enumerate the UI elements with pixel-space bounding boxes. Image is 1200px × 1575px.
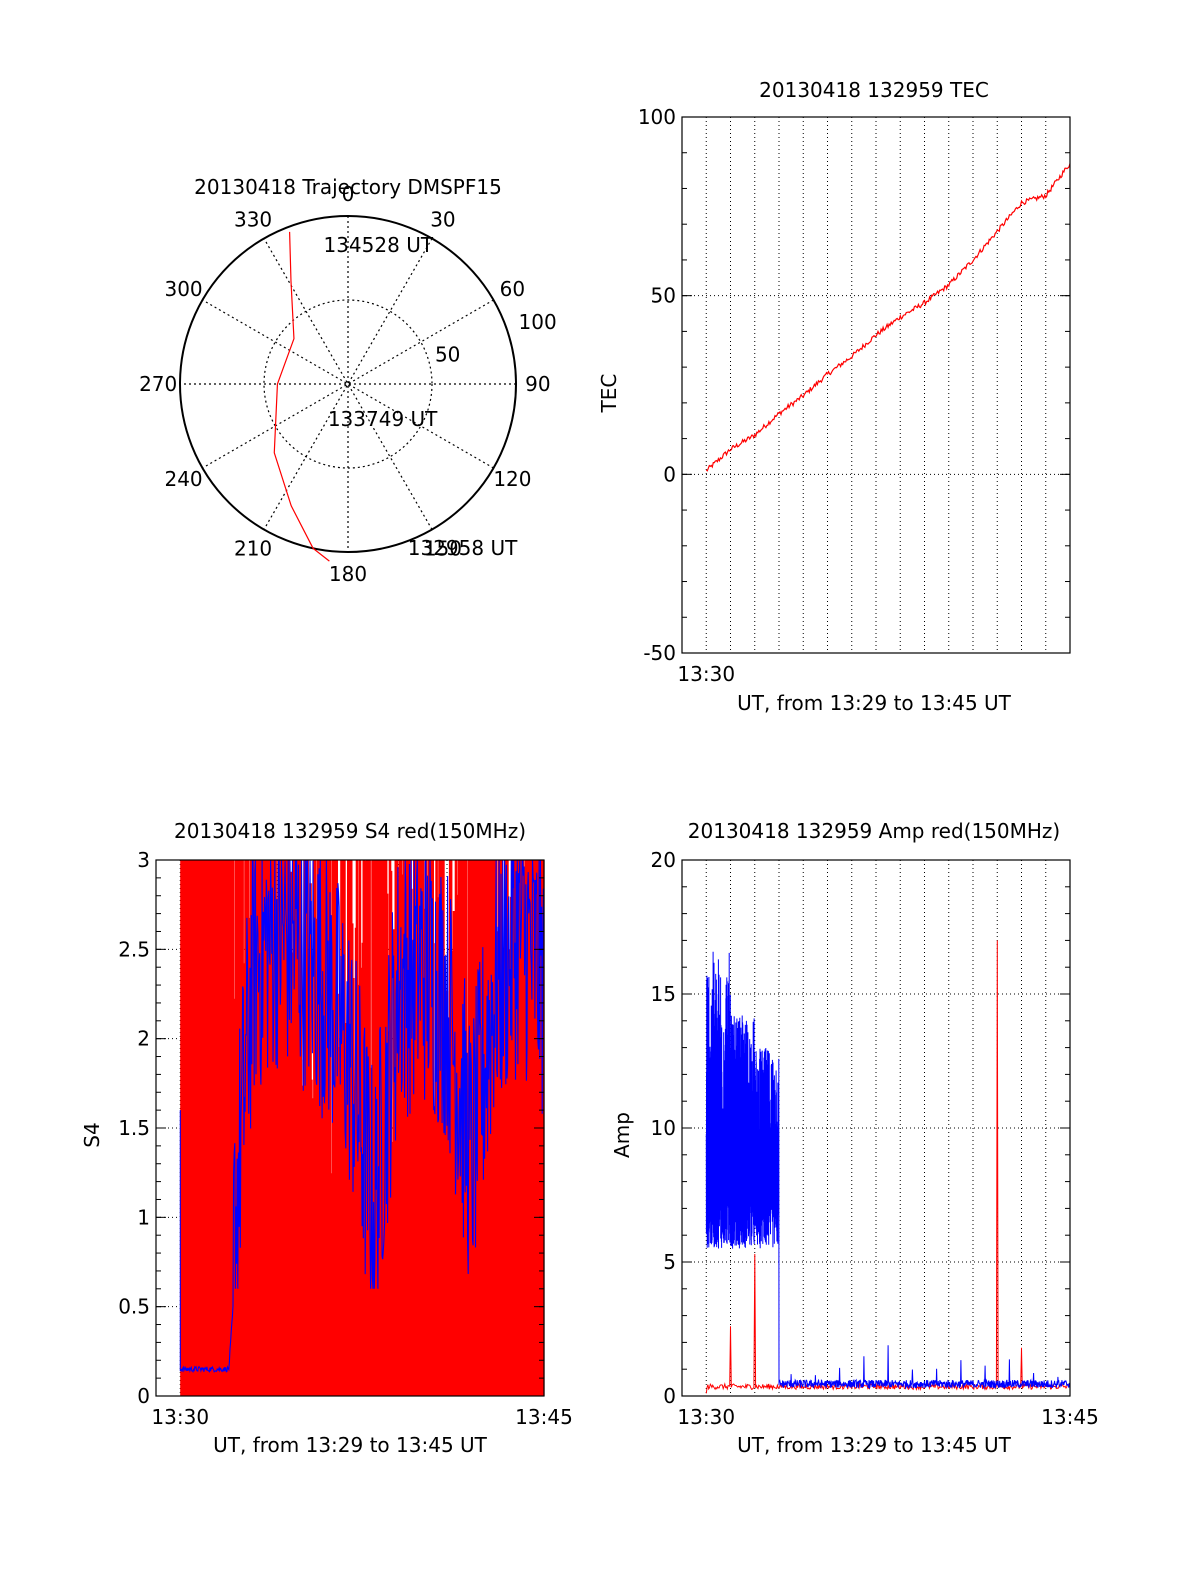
polar-spoke xyxy=(263,238,433,530)
azimuth-label: 30 xyxy=(430,208,455,232)
s4-plot-area: 0 0.5 1 1.5 2 2.5 3 13:30 13:45 xyxy=(118,848,573,1429)
y-tick-label: 0.5 xyxy=(118,1295,150,1319)
y-tick-label: 0 xyxy=(137,1384,150,1408)
y-tick-label: 50 xyxy=(651,284,676,308)
polar-spoke xyxy=(263,238,433,530)
polar-spoke xyxy=(202,299,494,469)
s4-blue-series xyxy=(179,859,544,1373)
s4-xlabel: UT, from 13:29 to 13:45 UT xyxy=(213,1433,488,1457)
y-tick-label: -50 xyxy=(643,641,676,665)
amp-plot-area: 0 5 10 15 20 13:30 13:45 xyxy=(651,848,1099,1429)
azimuth-label: 150 xyxy=(424,536,462,560)
y-tick-label: 15 xyxy=(651,982,676,1006)
y-tick-label: 10 xyxy=(651,1116,676,1140)
amp-red-series xyxy=(705,940,1070,1394)
trajectory-annotation: 133749 UT xyxy=(328,407,438,431)
azimuth-label: 300 xyxy=(164,277,202,301)
trajectory-annotation: 132958 UT xyxy=(408,536,518,560)
y-tick-label: 3 xyxy=(137,848,150,872)
polar-labels: 0 30 60 90 120 150 180 210 240 270 300 330 50 100 xyxy=(139,182,557,586)
azimuth-label: 180 xyxy=(329,562,367,586)
azimuth-label: 90 xyxy=(525,372,550,396)
trajectory-line xyxy=(273,231,330,562)
polar-grid xyxy=(179,215,517,553)
azimuth-label: 120 xyxy=(493,467,531,491)
s4-title: 20130418 132959 S4 red(150MHz) xyxy=(174,819,526,843)
tec-series-line xyxy=(705,163,1071,472)
azimuth-label: 240 xyxy=(164,467,202,491)
y-tick-label: 2 xyxy=(137,1027,150,1051)
tec-title: 20130418 132959 TEC xyxy=(759,78,989,102)
amp-title: 20130418 132959 Amp red(150MHz) xyxy=(688,819,1060,843)
tec-panel: 20130418 132959 TEC TEC UT, from 13:29 t… xyxy=(597,78,1071,715)
polar-trajectory: 134528 UT 133749 UT 132958 UT xyxy=(273,231,518,562)
x-tick-label: 13:45 xyxy=(515,1405,573,1429)
y-tick-label: 0 xyxy=(663,462,676,486)
polar-trajectory-panel: 20130418 Trajectory DMSPF15 0 30 60 90 120 15… xyxy=(139,175,557,586)
amp-panel: 20130418 132959 Amp red(150MHz) Amp UT, … xyxy=(610,819,1099,1457)
x-tick-label: 13:45 xyxy=(1041,1405,1099,1429)
azimuth-label: 210 xyxy=(234,536,272,560)
amp-blue-series xyxy=(705,951,1071,1390)
y-tick-label: 1.5 xyxy=(118,1116,150,1140)
x-tick-label: 13:30 xyxy=(677,1405,735,1429)
y-tick-label: 0 xyxy=(663,1384,676,1408)
trajectory-annotation: 134528 UT xyxy=(323,233,433,257)
y-tick-label: 100 xyxy=(638,105,676,129)
plot-frame xyxy=(681,116,1071,654)
y-tick-label: 2.5 xyxy=(118,937,150,961)
azimuth-label: 330 xyxy=(234,208,272,232)
radial-label: 50 xyxy=(435,343,460,367)
amp-ylabel: Amp xyxy=(610,1112,634,1158)
y-tick-label: 1 xyxy=(137,1205,150,1229)
y-tick-label: 5 xyxy=(663,1250,676,1274)
s4-ylabel: S4 xyxy=(80,1122,104,1147)
y-tick-label: 20 xyxy=(651,848,676,872)
amp-xlabel: UT, from 13:29 to 13:45 UT xyxy=(737,1433,1012,1457)
x-tick-label: 13:30 xyxy=(677,662,735,686)
s4-panel: 20130418 132959 S4 red(150MHz) S4 UT, fr… xyxy=(80,819,573,1457)
tec-plot-area: -50 0 50 100 13:30 xyxy=(638,105,1071,686)
tec-xlabel: UT, from 13:29 to 13:45 UT xyxy=(737,691,1012,715)
azimuth-label: 60 xyxy=(500,277,525,301)
azimuth-label: 270 xyxy=(139,372,177,396)
x-tick-label: 13:30 xyxy=(151,1405,209,1429)
polar-spoke xyxy=(202,299,494,469)
polar-title: 20130418 Trajectory DMSPF15 xyxy=(194,175,502,199)
azimuth-label: 0 xyxy=(342,182,355,206)
radial-label: 100 xyxy=(519,310,557,334)
tec-ylabel: TEC xyxy=(597,374,621,414)
